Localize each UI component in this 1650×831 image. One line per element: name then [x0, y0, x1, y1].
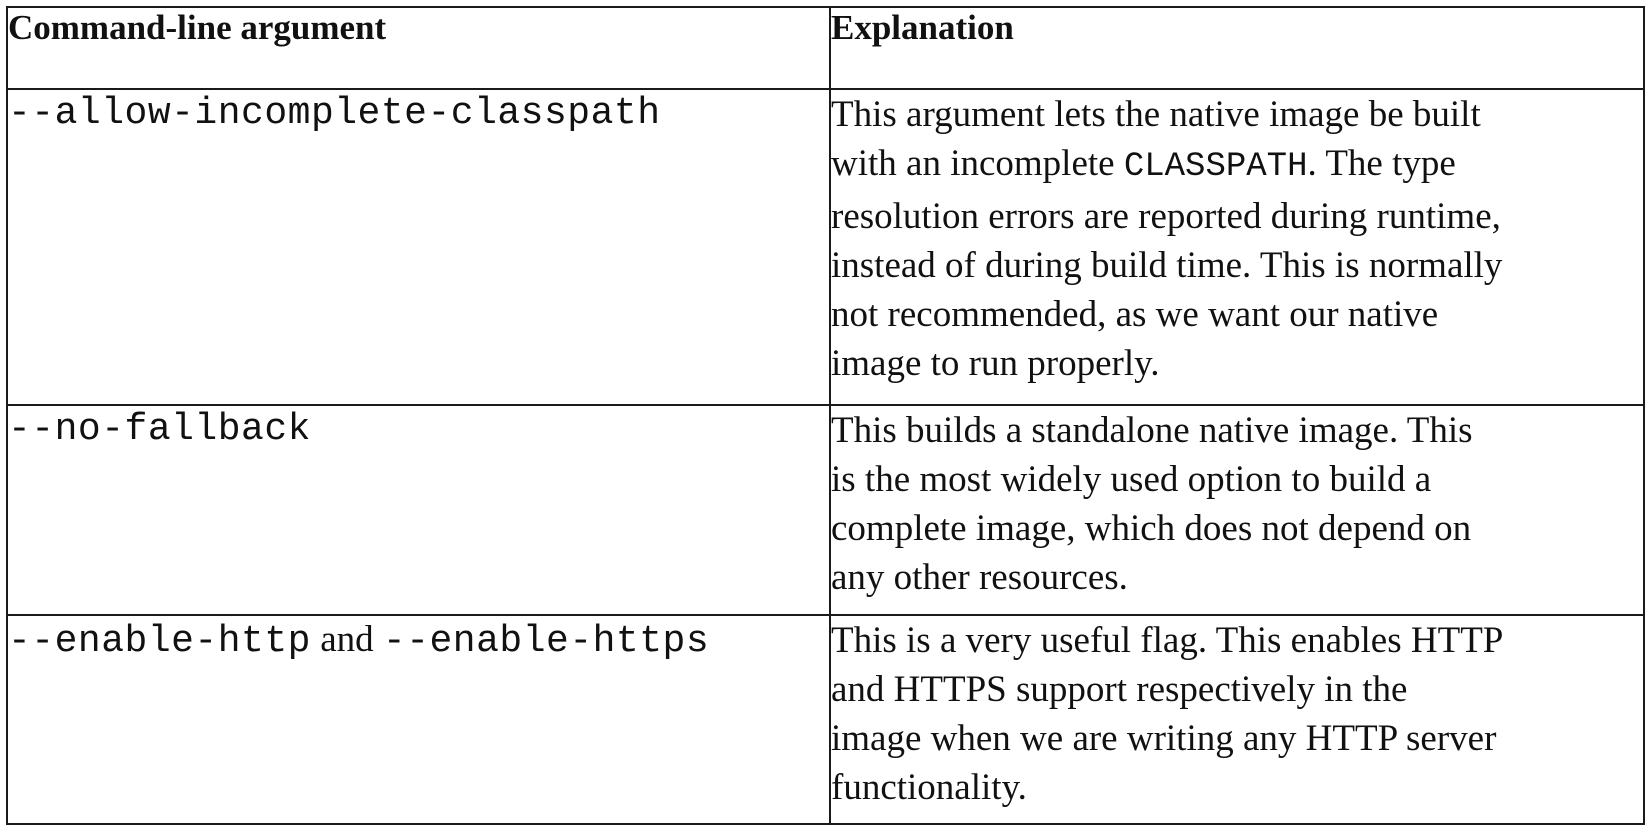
argument-cell: --no-fallback — [6, 404, 831, 616]
explanation-line: functionality. — [831, 767, 1027, 808]
table-row: --no-fallback This builds a standalone n… — [6, 404, 1645, 616]
argument-enable-http: --enable-http — [8, 620, 311, 663]
header-explanation: Explanation — [829, 6, 1645, 90]
explanation-line: This builds a standalone native image. T… — [831, 410, 1473, 451]
argument-allow-incomplete-classpath: --allow-incomplete-classpath — [8, 92, 661, 135]
argument-enable-http-https: --enable-http and --enable-https — [8, 619, 709, 663]
argument-joiner: and — [310, 619, 383, 660]
explanation-line: with an incomplete CLASSPATH. The type — [831, 139, 1643, 192]
explanation-line: resolution errors are reported during ru… — [831, 196, 1501, 237]
argument-enable-https: --enable-https — [382, 620, 710, 663]
explanation-line: image when we are writing any HTTP serve… — [831, 718, 1497, 759]
table-header-row: Command-line argument Explanation — [6, 6, 1645, 90]
argument-cell: --allow-incomplete-classpath — [6, 88, 831, 406]
explanation-line: This is a very useful flag. This enables… — [831, 620, 1504, 661]
explanation-text: . The type — [1307, 143, 1456, 184]
argument-no-fallback: --no-fallback — [8, 408, 311, 451]
explanation-cell: This argument lets the native image be b… — [829, 88, 1645, 406]
explanation-line: any other resources. — [831, 557, 1128, 598]
explanation-cell: This is a very useful flag. This enables… — [829, 614, 1645, 825]
header-argument: Command-line argument — [6, 6, 831, 90]
classpath-code: CLASSPATH — [1123, 148, 1308, 186]
explanation-line: This argument lets the native image be b… — [831, 94, 1481, 135]
argument-cell: --enable-http and --enable-https — [6, 614, 831, 825]
table-row: --enable-http and --enable-https This is… — [6, 614, 1645, 825]
explanation-cell: This builds a standalone native image. T… — [829, 404, 1645, 616]
explanation-text: with an incomplete — [831, 143, 1124, 184]
table-row: --allow-incomplete-classpath This argume… — [6, 88, 1645, 406]
explanation-line: image to run properly. — [831, 343, 1160, 384]
explanation-line: complete image, which does not depend on — [831, 508, 1472, 549]
explanation-line: not recommended, as we want our native — [831, 294, 1439, 335]
explanation-line: instead of during build time. This is no… — [831, 245, 1503, 286]
explanation-line: is the most widely used option to build … — [831, 459, 1432, 500]
command-line-arguments-table: Command-line argument Explanation --allo… — [6, 6, 1645, 825]
explanation-line: and HTTPS support respectively in the — [831, 669, 1408, 710]
